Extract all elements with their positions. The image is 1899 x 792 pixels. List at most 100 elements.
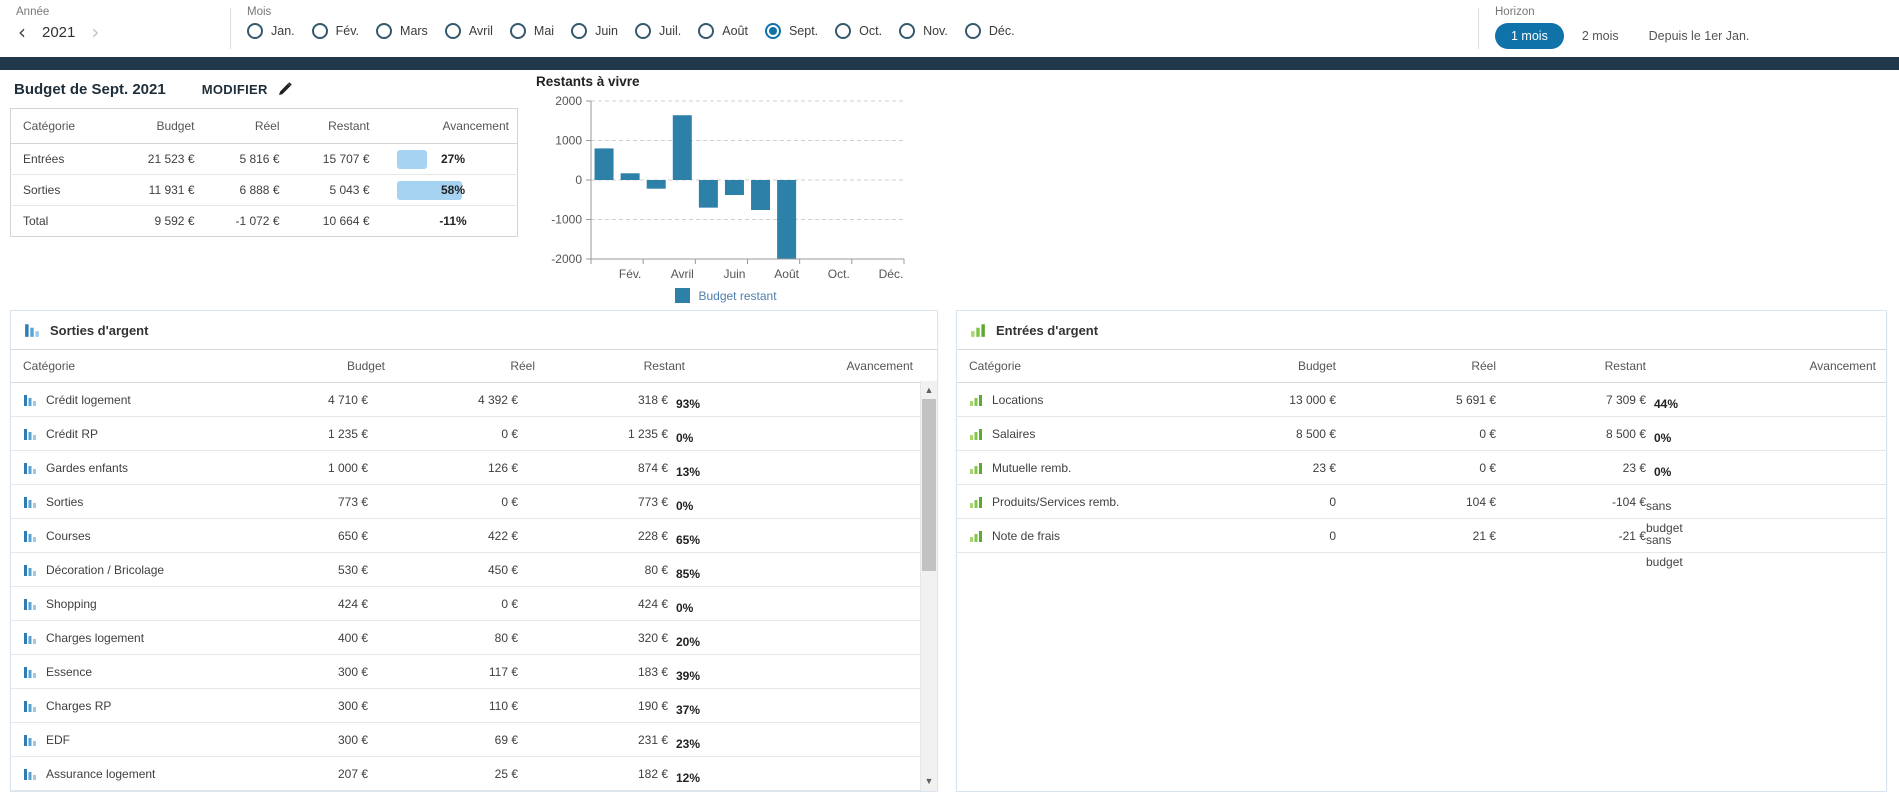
chart-legend[interactable]: Budget restant (536, 288, 916, 303)
radio-circle-icon (311, 23, 328, 39)
cell-real: 450 € (487, 562, 518, 577)
cell-budget: 424 € (337, 596, 368, 611)
outflow-row[interactable]: Décoration / Bricolage 530 € 450 € 80 € … (11, 553, 920, 587)
month-radio[interactable]: Mars (376, 23, 428, 39)
blue-bars-icon (24, 768, 36, 780)
cell-budget: 773 € (337, 494, 368, 509)
outflow-row[interactable]: Sorties 773 € 0 € 773 € 0% (11, 485, 920, 519)
cell-category: Assurance logement (11, 767, 218, 781)
svg-text:Oct.: Oct. (828, 267, 850, 281)
category-label: Mutuelle remb. (992, 460, 1072, 475)
modify-button[interactable]: MODIFIER (196, 81, 298, 98)
outflow-row[interactable]: Assurance logement 207 € 25 € 182 € 12% (11, 757, 920, 791)
year-next-chevron-icon[interactable]: › (91, 20, 100, 44)
month-radio-label: Fév. (335, 24, 360, 38)
outflows-title: Sorties d'argent (50, 322, 149, 338)
blue-bars-icon (24, 598, 36, 610)
radio-circle-icon (247, 23, 263, 39)
month-radio[interactable]: Jan. (247, 23, 295, 39)
cell-progress: 58% (377, 174, 518, 206)
blue-bars-icon (24, 462, 36, 474)
month-radio[interactable]: Nov. (899, 23, 948, 39)
summary-row[interactable]: Sorties 11 931 € 6 888 € 5 043 € 58% (10, 174, 518, 206)
horizon-option-button[interactable]: 1 mois (1495, 23, 1564, 49)
detail-panels: Sorties d'argent Catégorie Budget Réel R… (10, 310, 1887, 792)
cell-remaining: 7 309 € (1605, 392, 1646, 407)
month-label: Mois (247, 6, 272, 18)
radio-circle-icon (698, 23, 715, 39)
scroll-up-icon[interactable]: ▲ (924, 384, 934, 395)
month-radio-label: Jan. (271, 24, 295, 38)
outflow-row[interactable]: Charges RP 300 € 110 € 190 € 37% (11, 689, 920, 723)
inflow-row[interactable]: Locations 13 000 € 5 691 € 7 309 € 44% (957, 383, 1886, 417)
blue-bars-icon (24, 564, 36, 576)
outflow-row[interactable]: Crédit logement 4 710 € 4 392 € 318 € 93… (11, 383, 920, 417)
inflow-row[interactable]: Mutuelle remb. 23 € 0 € 23 € 0% (957, 451, 1886, 485)
horizon-option-button[interactable]: Depuis le 1er Jan. (1637, 24, 1762, 48)
inflow-row[interactable]: Note de frais 0 21 € -21 € sans budget (957, 519, 1886, 569)
month-radio[interactable]: Oct. (835, 23, 882, 39)
radio-circle-icon (376, 23, 393, 39)
month-radio[interactable]: Juil. (635, 23, 681, 39)
cell-progress: 13% (676, 464, 701, 479)
outflow-row[interactable]: Crédit RP 1 235 € 0 € 1 235 € 0% (11, 417, 920, 451)
svg-text:Déc.: Déc. (879, 267, 904, 281)
green-bars-icon (971, 324, 985, 337)
cell-budget: 0 (1329, 528, 1336, 543)
green-bars-icon (970, 462, 982, 474)
blue-bars-icon (24, 496, 36, 508)
outflow-row[interactable]: Essence 300 € 117 € 183 € 39% (11, 655, 920, 689)
month-radio[interactable]: Fév. (311, 23, 360, 39)
cell-real: 25 € (494, 766, 518, 781)
horizon-option-button[interactable]: 2 mois (1570, 24, 1631, 48)
cell-budget: 1 000 € (327, 460, 368, 475)
radio-circle-icon (509, 23, 526, 39)
scrollbar-thumb[interactable] (922, 399, 936, 571)
category-label: Charges logement (46, 630, 145, 645)
summary-row[interactable]: Total 9 592 € -1 072 € 10 664 € -11% (11, 206, 518, 237)
inflows-panel: Entrées d'argent Catégorie Budget Réel R… (956, 310, 1887, 792)
month-radio[interactable]: Sept. (764, 23, 818, 39)
cell-progress: 0% (676, 498, 694, 513)
month-radio[interactable]: Déc. (964, 23, 1015, 39)
col-budget: Budget (346, 359, 385, 373)
cell-real: 5 816 € (202, 143, 288, 175)
cell-remaining: 8 500 € (1605, 426, 1646, 441)
inflow-row[interactable]: Produits/Services remb. 0 104 € -104 € s… (957, 485, 1886, 535)
progress-bar (397, 149, 428, 169)
outflow-row[interactable]: Shopping 424 € 0 € 424 € 0% (11, 587, 920, 621)
progress-bar-area: -11% (397, 212, 509, 231)
outflow-row[interactable]: Gardes enfants 1 000 € 126 € 874 € 13% (11, 451, 920, 485)
cell-category: Crédit RP (11, 427, 218, 441)
outflows-scrollbar[interactable]: ▲ ▼ (920, 381, 937, 791)
year-prev-chevron-icon[interactable]: ‹ (18, 20, 26, 44)
outflows-rows: Crédit logement 4 710 € 4 392 € 318 € 93… (11, 383, 937, 791)
month-radio[interactable]: Août (698, 23, 748, 39)
radio-circle-icon (571, 23, 588, 39)
summary-col-category: Catégorie (10, 108, 108, 144)
cell-remaining: 15 707 € (287, 143, 378, 175)
month-radio[interactable]: Avril (444, 23, 493, 39)
outflow-row[interactable]: EDF 300 € 69 € 231 € 23% (11, 723, 920, 757)
scroll-down-icon[interactable]: ▼ (924, 775, 934, 786)
outflow-row[interactable]: Charges logement 400 € 80 € 320 € 20% (11, 621, 920, 655)
inflow-row[interactable]: Salaires 8 500 € 0 € 8 500 € 0% (957, 417, 1886, 451)
green-bars-icon (970, 530, 982, 542)
category-label: Essence (46, 664, 93, 679)
cell-remaining: 190 € (637, 698, 668, 713)
outflow-row[interactable]: Courses 650 € 422 € 228 € 65% (11, 519, 920, 553)
month-radio[interactable]: Mai (509, 23, 554, 39)
cell-budget: 21 523 € (107, 143, 203, 175)
month-filter: Mois Jan. Fév. Mars (231, 0, 1478, 57)
month-radio[interactable]: Juin (571, 23, 618, 39)
blue-bars-icon (24, 530, 36, 542)
progress-value: 27% (440, 151, 466, 166)
summary-row[interactable]: Entrées 21 523 € 5 816 € 15 707 € 27% (10, 143, 518, 175)
green-bars-icon (970, 394, 982, 406)
cell-category: Entrées (10, 143, 108, 175)
svg-text:0: 0 (575, 173, 582, 187)
col-progress: Avancement (1809, 359, 1877, 373)
cell-category: Mutuelle remb. (957, 461, 1186, 475)
col-remaining: Restant (1604, 359, 1646, 373)
category-label: Note de frais (992, 528, 1061, 543)
